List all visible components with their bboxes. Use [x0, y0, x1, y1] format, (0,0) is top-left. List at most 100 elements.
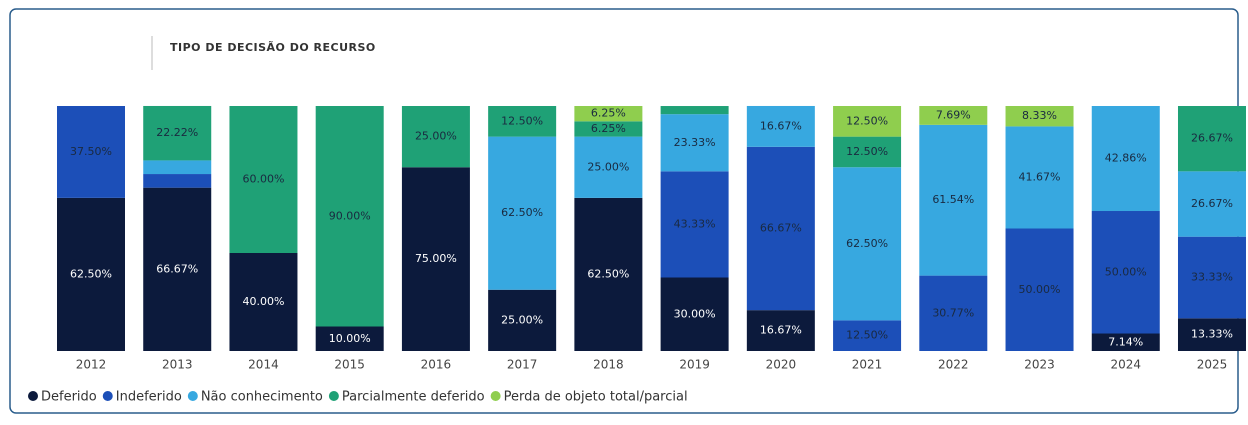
bar-segment	[660, 277, 729, 351]
data-label: 30.77%	[932, 306, 974, 319]
bar-segment	[833, 136, 902, 168]
bar-segment	[919, 106, 988, 125]
bar-segment	[746, 146, 815, 311]
legend-marker	[490, 391, 501, 401]
bar-segment	[574, 197, 643, 351]
legend-label: Parcialmente deferido	[342, 390, 485, 405]
bar-segment	[1091, 211, 1160, 334]
x-tick-label: 2018	[593, 358, 624, 372]
data-label: 42.86%	[1105, 152, 1147, 165]
bar-segment	[143, 174, 212, 188]
bar-segment	[57, 197, 125, 351]
data-label: 37.50%	[70, 145, 112, 158]
data-label: 12.50%	[846, 329, 888, 342]
data-label: 10.00%	[329, 332, 371, 345]
bar-segment	[1005, 106, 1074, 127]
data-label: 6.25%	[591, 107, 626, 120]
bar-segment	[1177, 318, 1246, 351]
legend-label: Não conhecimento	[201, 390, 323, 405]
data-label: 26.67%	[1191, 132, 1233, 145]
x-tick-label: 2019	[679, 358, 710, 372]
data-label: 41.67%	[1019, 170, 1061, 183]
data-label: 8.33%	[1022, 109, 1057, 122]
x-tick-label: 2014	[248, 358, 279, 372]
x-tick-label: 2021	[852, 358, 883, 372]
bar-segment	[1091, 333, 1160, 351]
data-label: 66.67%	[156, 262, 198, 275]
legend-marker	[28, 391, 38, 401]
legend-label: Indeferido	[116, 390, 182, 405]
data-label: 7.69%	[936, 108, 971, 121]
legend-marker	[187, 391, 198, 401]
bar-segment	[833, 106, 902, 137]
data-label: 7.14%	[1108, 335, 1143, 348]
bar-segment	[401, 106, 470, 168]
data-label: 6.25%	[591, 122, 626, 135]
bar-segment	[574, 106, 643, 122]
bar-segment	[574, 136, 643, 198]
bar-segment	[919, 275, 988, 351]
legend-marker	[328, 391, 339, 401]
data-label: 60.00%	[242, 173, 284, 186]
x-tick-label: 2025	[1197, 358, 1228, 372]
data-label: 16.67%	[760, 324, 802, 337]
x-tick-label: 2017	[507, 358, 538, 372]
legend-label: Perda de objeto total/parcial	[504, 390, 688, 405]
bar-segment	[746, 310, 815, 351]
data-label: 12.50%	[846, 114, 888, 127]
bar-segment	[143, 105, 212, 161]
data-label: 50.00%	[1019, 283, 1061, 296]
data-label: 62.50%	[501, 206, 543, 219]
bar-segment	[660, 171, 729, 278]
bar-segment	[143, 187, 212, 351]
data-label: 66.67%	[760, 221, 802, 234]
bar-segment	[488, 106, 557, 137]
bar-segment	[660, 114, 729, 172]
data-label: 30.00%	[674, 307, 716, 320]
bar-segment	[57, 106, 125, 198]
bar-segment	[833, 167, 902, 321]
x-tick-label: 2016	[421, 358, 452, 372]
bar-segment	[1005, 126, 1074, 229]
x-tick-label: 2013	[162, 358, 193, 372]
x-tick-label: 2023	[1024, 358, 1055, 372]
bar-segment	[919, 124, 988, 276]
data-label: 25.00%	[415, 130, 457, 143]
bar-segment	[401, 167, 470, 351]
data-label: 62.50%	[70, 267, 112, 280]
legend-label: Deferido	[41, 390, 97, 405]
data-label: 50.00%	[1105, 265, 1147, 278]
chart-title: TIPO DE DECISÃO DO RECURSO	[170, 41, 376, 54]
data-label: 43.33%	[674, 217, 716, 230]
x-tick-label: 2022	[938, 358, 969, 372]
bar-segment	[488, 289, 557, 351]
data-label: 23.33%	[674, 136, 716, 149]
data-label: 25.00%	[587, 160, 629, 173]
data-label: 25.00%	[501, 313, 543, 326]
x-tick-label: 2020	[766, 358, 797, 372]
data-label: 61.54%	[932, 193, 974, 206]
data-label: 62.50%	[846, 237, 888, 250]
bar-segment	[1005, 228, 1074, 351]
legend-marker	[102, 391, 113, 401]
data-label: 33.33%	[1191, 271, 1233, 284]
data-label: 40.00%	[242, 295, 284, 308]
data-label: 75.00%	[415, 252, 457, 265]
bar-segment	[574, 121, 643, 137]
bar-segment	[488, 136, 557, 290]
bar-segment	[229, 106, 298, 253]
bar-segment	[315, 106, 384, 327]
bar-segment	[660, 106, 729, 115]
bar-segment	[746, 105, 815, 147]
bar-segment	[315, 326, 384, 351]
x-tick-label: 2015	[334, 358, 365, 372]
bar-segment	[833, 320, 902, 351]
bar-segment	[229, 253, 298, 351]
x-tick-label: 2012	[76, 358, 107, 372]
data-label: 12.50%	[501, 114, 543, 127]
data-label: 16.67%	[760, 119, 802, 132]
bar-segment	[143, 160, 212, 175]
data-label: 62.50%	[587, 267, 629, 280]
data-label: 90.00%	[329, 209, 371, 222]
data-label: 26.67%	[1191, 197, 1233, 210]
